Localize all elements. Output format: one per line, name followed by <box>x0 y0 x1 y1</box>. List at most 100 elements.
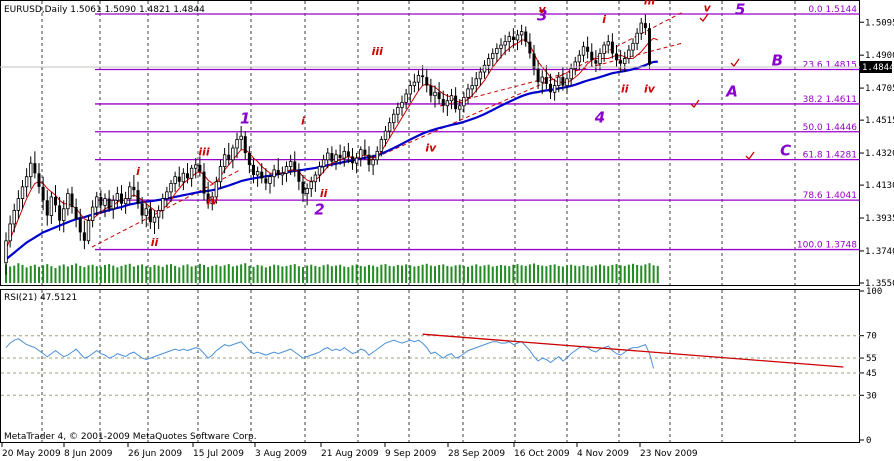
wave-label: ii <box>621 82 629 95</box>
candle-body-bull <box>375 150 379 161</box>
candle-body-bull <box>222 154 227 167</box>
candle-body-bear <box>648 28 651 65</box>
time-tick-label: 9 Sep 2009 <box>385 449 437 459</box>
candle-body-bull <box>268 176 272 184</box>
candle-body-bull <box>631 42 635 51</box>
time-tick-label: 15 Jul 2009 <box>193 449 244 459</box>
fib-level-label: 61.8 1.4281 <box>803 151 857 161</box>
candle-body-bull <box>123 198 128 205</box>
rsi-axis: 100 70 55 45 30 0 <box>860 287 882 446</box>
fib-level-label: 0.0 1.5144 <box>808 5 857 15</box>
candle-body-bull <box>627 49 631 59</box>
candle-body-bull <box>392 113 396 124</box>
candle-body-bull <box>280 172 285 176</box>
candle-body-bull <box>552 85 557 93</box>
price-tick-label: 1.4900 <box>865 51 894 61</box>
candle-body-bear <box>363 149 367 155</box>
candle-body-bull <box>326 152 330 161</box>
candle-body-bull <box>565 78 569 86</box>
candle-body-bull <box>210 196 214 205</box>
candle-body-bull <box>305 188 309 194</box>
fib-level-label: 78.6 1.4041 <box>803 191 857 201</box>
candle-body-bear <box>78 218 82 233</box>
candle-body-bear <box>82 232 86 241</box>
candle-body-bull <box>165 191 169 200</box>
candle-body-bull <box>103 198 107 206</box>
rsi-series-line <box>5 338 655 369</box>
candle-body-bear <box>37 173 41 187</box>
candle-body-bull <box>540 76 544 83</box>
wave-label: A <box>725 83 738 101</box>
rsi-pane[interactable]: RSI(21) 47.5121 MetaTrader 4, © 2001-200… <box>0 287 883 446</box>
candle-body-bear <box>454 95 458 110</box>
candle-body-bear <box>45 200 49 216</box>
candle-body-bull <box>462 96 466 107</box>
time-tick-label: 26 Jun 2009 <box>128 449 182 459</box>
price-tick-label: 1.4705 <box>865 84 894 94</box>
candle-body-bear <box>202 171 206 194</box>
candle-body-bull <box>623 58 627 65</box>
fib-level-label: 38.2 1.4611 <box>803 95 857 105</box>
candle-body-bear <box>260 171 264 179</box>
price-pane[interactable]: 0.0 1.5144 23.6 1.4815 38.2 1.4611 50.0 1.4… <box>0 0 894 289</box>
candle-body-bull <box>474 78 478 86</box>
candle-body-bull <box>400 102 404 108</box>
candle-body-bull <box>235 139 239 149</box>
wave-label: iii <box>198 146 210 159</box>
candle-body-bull <box>606 41 610 46</box>
candle-body-bull <box>194 164 198 169</box>
candle-body-bear <box>610 41 614 54</box>
candle-body-bear <box>437 92 441 100</box>
target-checkmarks <box>690 13 755 161</box>
check-mark-icon <box>730 58 740 68</box>
candle-body-bull <box>62 208 66 221</box>
candle-body-bear <box>198 164 202 172</box>
candle-body-bear <box>528 41 532 54</box>
candle-body-bear <box>351 156 354 164</box>
candle-body-bull <box>152 216 157 223</box>
candle-body-bear <box>367 154 371 165</box>
candle-body-bear <box>41 186 45 201</box>
rsi-levels <box>1 335 860 396</box>
fibonacci-levels[interactable]: 0.0 1.5144 23.6 1.4815 38.2 1.4611 50.0 1.4… <box>95 5 860 251</box>
candle-body-bear <box>148 208 152 223</box>
candle-body-bear <box>227 154 231 160</box>
wave-label: ii <box>151 236 159 249</box>
candle-body-bull <box>16 198 21 211</box>
candle-body-bear <box>590 51 594 61</box>
candle-body-bull <box>482 64 487 73</box>
wave-label: i <box>136 165 140 178</box>
candle-body-bull <box>433 91 437 97</box>
candle-body-bear <box>140 203 144 216</box>
candle-body-bull <box>144 208 148 216</box>
price-tick-label: 1.5095 <box>865 18 894 28</box>
candle-body-bull <box>111 199 115 210</box>
candle-body-bull <box>379 139 384 152</box>
candle-body-bull <box>156 210 161 218</box>
candle-body-bull <box>449 95 454 102</box>
candle-body-bull <box>12 210 16 225</box>
wave-label: 5 <box>735 1 745 19</box>
candle-body-bull <box>161 198 165 211</box>
wave-label: 4 <box>594 109 605 127</box>
candle-body-bull <box>412 81 417 86</box>
candle-body-bear <box>120 193 123 204</box>
wave-label: iii <box>644 0 656 8</box>
candle-body-bull <box>639 22 643 34</box>
check-mark-icon <box>690 99 700 109</box>
candlesticks[interactable] <box>4 14 651 275</box>
candle-body-bull <box>313 174 318 183</box>
copyright-text: MetaTrader 4, © 2001-2009 MetaQuotes Sof… <box>4 432 257 442</box>
candle-body-bull <box>404 93 408 103</box>
channel-lines <box>91 11 684 248</box>
rsi-tick-label: 0 <box>866 436 871 446</box>
candle-body-bull <box>602 44 606 54</box>
wave-label: 2 <box>314 201 324 219</box>
candle-body-bear <box>586 46 590 52</box>
time-tick-label: 16 Oct 2009 <box>514 449 570 459</box>
candle-body-bear <box>544 77 548 84</box>
time-tick-label: 4 Nov 2009 <box>577 449 629 459</box>
candle-body-bull <box>598 53 602 65</box>
